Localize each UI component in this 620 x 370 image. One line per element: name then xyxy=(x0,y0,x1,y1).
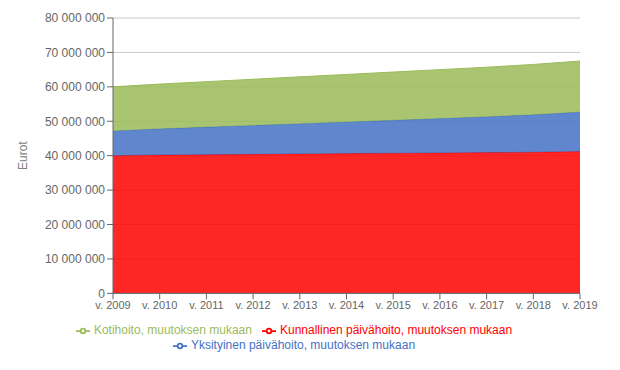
html-text:Kotihoito, muutoksen mukaan: Kotihoito, muutoksen mukaan xyxy=(93,323,252,338)
svg-text:30 000 000: 30 000 000 xyxy=(45,183,105,197)
svg-text:v. 2009: v. 2009 xyxy=(95,299,130,311)
svg-text:0: 0 xyxy=(98,287,105,301)
svg-text:v. 2013: v. 2013 xyxy=(282,299,317,311)
svg-text:v. 2014: v. 2014 xyxy=(329,299,364,311)
svg-text:v. 2011: v. 2011 xyxy=(189,299,223,311)
svg-text:10 000 000: 10 000 000 xyxy=(45,252,105,266)
svg-text:80 000 000: 80 000 000 xyxy=(45,11,105,25)
svg-text:v. 2017: v. 2017 xyxy=(469,299,504,311)
svg-text:60 000 000: 60 000 000 xyxy=(45,80,105,94)
svg-text:40 000 000: 40 000 000 xyxy=(45,149,105,163)
svg-text:v. 2015: v. 2015 xyxy=(376,299,411,311)
svg-text:v. 2016: v. 2016 xyxy=(422,299,457,311)
html-text:Yksityinen päivähoito, muutoks: Yksityinen päivähoito, muutoksen mukaan xyxy=(190,338,416,353)
svg-text:v. 2018: v. 2018 xyxy=(516,299,551,311)
svg-text:50 000 000: 50 000 000 xyxy=(45,115,105,129)
svg-text:v. 2010: v. 2010 xyxy=(142,299,177,311)
svg-text:Eurot: Eurot xyxy=(16,141,30,170)
html-text:Kunnallinen päivähoito, muutok: Kunnallinen päivähoito, muutoksen mukaan xyxy=(280,323,513,338)
svg-text:20 000 000: 20 000 000 xyxy=(45,218,105,232)
svg-text:70 000 000: 70 000 000 xyxy=(45,46,105,60)
svg-text:v. 2019: v. 2019 xyxy=(562,299,597,311)
svg-text:v. 2012: v. 2012 xyxy=(235,299,270,311)
